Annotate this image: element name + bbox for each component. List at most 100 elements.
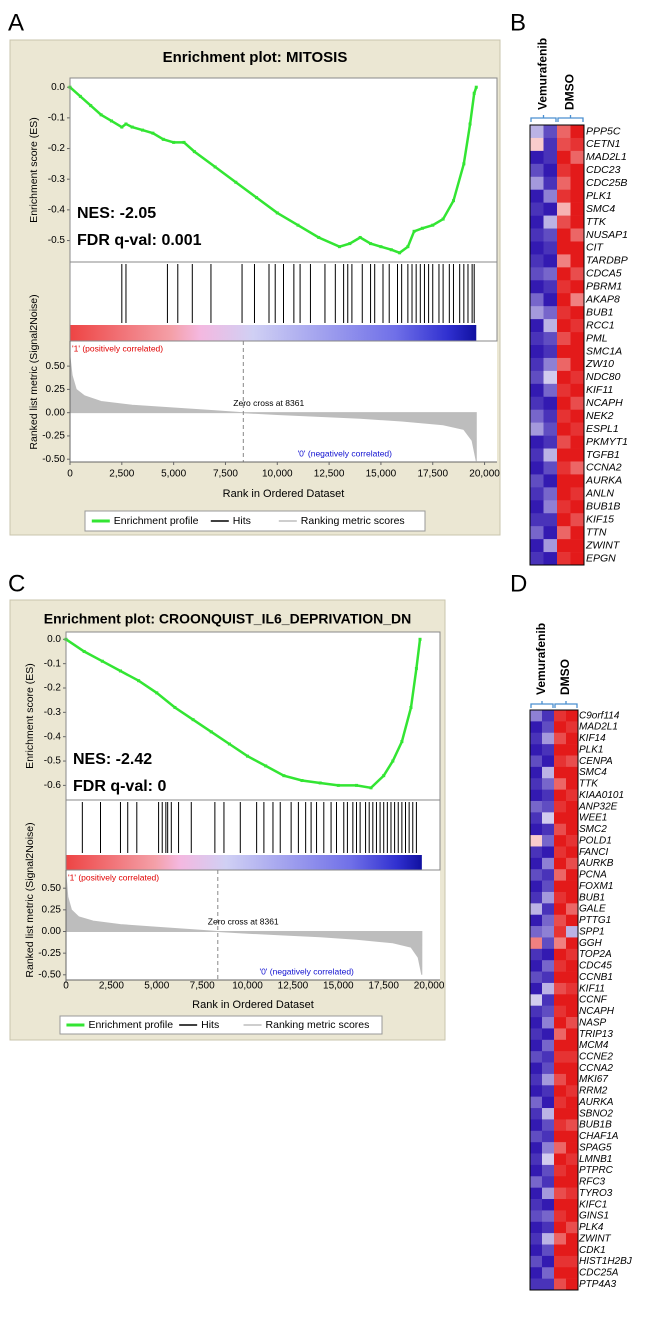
heat-cell [566, 835, 579, 847]
heat-cell [557, 241, 571, 255]
heat-cell [543, 137, 558, 152]
enrichment-point [227, 742, 231, 746]
y-tick-label: -0.50 [38, 969, 61, 980]
y-tick-label: 0.50 [42, 883, 62, 894]
row-label: SMC2 [579, 824, 607, 835]
heat-cell [542, 1073, 555, 1086]
y-axis-label: Enrichment score (ES) [28, 117, 40, 223]
enrichment-point [213, 165, 217, 169]
row-label: CCNF [579, 995, 608, 1006]
legend-label: Enrichment profile [88, 1019, 173, 1031]
y-tick-label: -0.2 [44, 683, 62, 694]
heat-cell [566, 1130, 579, 1143]
heat-cell [530, 163, 544, 178]
heat-cell [557, 513, 571, 527]
row-label: PLK1 [579, 744, 603, 755]
row-label: KIF11 [579, 983, 605, 994]
heat-cell [570, 176, 585, 191]
row-label: NDC80 [586, 371, 621, 383]
enrichment-point [137, 679, 141, 683]
heat-cell [530, 1119, 543, 1132]
heat-cell [570, 448, 585, 462]
row-label: KIF11 [586, 384, 613, 396]
heat-cell [566, 903, 579, 916]
row-label: ANP32E [578, 801, 618, 812]
heat-cell [570, 319, 585, 333]
enrichment-point [336, 783, 340, 787]
heat-cell [566, 823, 579, 836]
enrichment-point [246, 754, 250, 758]
heat-cell [530, 778, 543, 790]
heat-cell [542, 846, 555, 859]
heat-cell [543, 422, 558, 436]
heat-cell [530, 937, 543, 950]
enrichment-point [474, 85, 478, 89]
heat-cell [543, 526, 558, 540]
heat-cell [570, 280, 585, 294]
heat-cell [543, 319, 558, 333]
heat-cell [542, 971, 555, 984]
legend-label: Ranking metric scores [301, 515, 405, 527]
heat-cell [530, 267, 544, 281]
heat-cell [554, 1005, 567, 1018]
row-label: HIST1H2BJ [579, 1256, 633, 1267]
panel-letter: D [510, 570, 527, 597]
heat-cell [570, 357, 585, 372]
y-tick-label: 0.00 [46, 407, 66, 418]
enrichment-point [418, 637, 422, 641]
heat-cell [543, 552, 558, 566]
heat-cell [566, 937, 579, 950]
heat-cell [530, 982, 543, 995]
heat-cell [566, 1108, 579, 1120]
heat-cell [566, 1073, 579, 1086]
heat-cell [557, 163, 571, 178]
x-tick-label: 15,000 [323, 981, 354, 992]
heat-cell [530, 994, 543, 1006]
heat-cell [566, 1221, 579, 1234]
heat-cell [566, 744, 579, 756]
chart-title: Enrichment plot: MITOSIS [163, 49, 348, 66]
heat-cell [557, 552, 571, 566]
heat-cell [570, 526, 585, 540]
row-label: FOXM1 [579, 881, 613, 892]
enrichment-point [182, 140, 186, 144]
row-label: NCAPH [579, 1006, 615, 1017]
heat-cell [530, 409, 544, 423]
heat-cell [542, 835, 555, 847]
heat-cell [542, 1062, 555, 1075]
row-label: MCM4 [579, 1040, 609, 1051]
heat-cell [557, 435, 571, 449]
enrichment-point [99, 113, 103, 117]
enrichment-point [369, 242, 373, 246]
heat-cell [543, 370, 558, 385]
pos-label: '1' (positively correlated) [72, 343, 163, 353]
group-bracket [530, 115, 557, 122]
row-label: PBRM1 [586, 281, 622, 293]
row-label: CIT [586, 242, 605, 254]
heat-cell [554, 971, 567, 984]
enrichment-point [118, 669, 122, 673]
heat-cell [530, 383, 544, 398]
heat-cell [542, 869, 555, 881]
heat-cell [543, 474, 558, 488]
row-label: KIAA0101 [579, 790, 624, 801]
x-tick-label: 12,500 [314, 469, 345, 480]
heat-cell [530, 1233, 543, 1245]
enrichment-point [451, 199, 455, 203]
group-bracket [554, 701, 578, 708]
zero-cross-label: Zero cross at 8361 [233, 398, 304, 408]
heat-cell [530, 176, 544, 191]
row-label: MKI67 [579, 1074, 608, 1085]
heat-cell [557, 267, 571, 281]
heat-cell [530, 280, 544, 294]
row-label: GGH [579, 938, 603, 949]
heat-cell [530, 823, 543, 836]
x-tick-label: 17,500 [417, 469, 448, 480]
pos-label: '1' (positively correlated) [68, 872, 159, 882]
enrichment-point [296, 223, 300, 227]
legend-label: Hits [233, 515, 251, 527]
row-label: NUSAP1 [586, 229, 628, 241]
neg-label: '0' (negatively correlated) [298, 448, 393, 458]
heat-cell [570, 332, 585, 346]
heat-cell [530, 189, 544, 203]
